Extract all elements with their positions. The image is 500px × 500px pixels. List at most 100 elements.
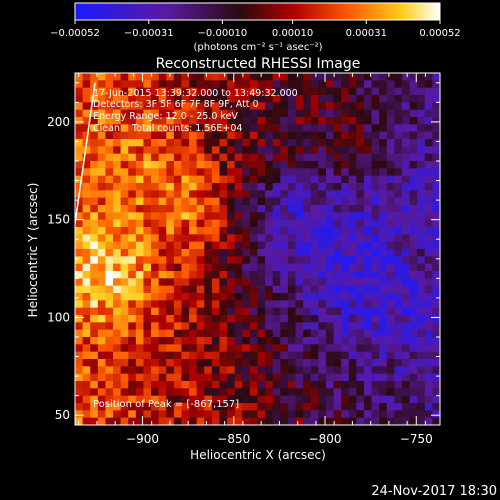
heatmap-cell	[280, 263, 289, 272]
heatmap-cell	[295, 73, 304, 81]
heatmap-cell	[158, 351, 167, 360]
heatmap-cell	[151, 117, 160, 125]
heatmap-cell	[371, 219, 380, 228]
heatmap-cell	[166, 146, 175, 155]
heatmap-cell	[379, 139, 388, 147]
heatmap-cell	[75, 285, 84, 294]
heatmap-cell	[135, 102, 145, 111]
heatmap-cell	[265, 139, 274, 147]
heatmap-cell	[325, 263, 335, 272]
heatmap-cell	[211, 197, 221, 206]
heatmap-cell	[310, 227, 319, 235]
heatmap-cell	[97, 351, 107, 360]
heatmap-cell	[409, 80, 418, 89]
heatmap-cell	[151, 263, 160, 272]
heatmap-cell	[363, 219, 373, 228]
heatmap-cell	[120, 87, 129, 96]
heatmap-cell	[303, 227, 312, 235]
heatmap-cell	[401, 161, 411, 169]
heatmap-cell	[341, 190, 350, 199]
heatmap-cell	[113, 234, 122, 243]
heatmap-cell	[432, 359, 440, 367]
heatmap-cell	[151, 285, 160, 294]
heatmap-cell	[135, 139, 145, 147]
heatmap-cell	[401, 153, 411, 162]
heatmap-cell	[310, 212, 319, 221]
heatmap-cell	[196, 285, 205, 294]
heatmap-cell	[75, 300, 84, 309]
heatmap-cell	[265, 87, 274, 96]
heatmap-cell	[371, 102, 380, 111]
heatmap-cell	[333, 175, 342, 184]
heatmap-cell	[363, 307, 373, 316]
heatmap-cell	[348, 102, 357, 111]
heatmap-cell	[295, 337, 304, 345]
heatmap-cell	[371, 124, 380, 133]
heatmap-cell	[249, 87, 259, 96]
heatmap-cell	[128, 410, 137, 419]
heatmap-cell	[363, 175, 373, 184]
heatmap-cell	[227, 403, 236, 411]
heatmap-cell	[211, 212, 221, 221]
heatmap-cell	[341, 417, 350, 425]
heatmap-cell	[181, 359, 190, 367]
heatmap-cell	[348, 131, 357, 140]
heatmap-cell	[113, 102, 122, 111]
heatmap-cell	[227, 359, 236, 367]
heatmap-cell	[158, 161, 167, 169]
heatmap-cell	[272, 395, 281, 404]
heatmap-cell	[242, 337, 251, 345]
heatmap-cell	[394, 197, 403, 206]
heatmap-cell	[196, 293, 205, 301]
heatmap-cell	[211, 87, 221, 96]
heatmap-cell	[181, 322, 190, 331]
heatmap-cell	[325, 351, 335, 360]
heatmap-cell	[196, 183, 205, 191]
heatmap-cell	[310, 168, 319, 177]
heatmap-cell	[97, 271, 107, 279]
heatmap-cell	[189, 219, 198, 228]
heatmap-cell	[310, 241, 319, 250]
heatmap-cell	[151, 212, 160, 221]
heatmap-cell	[303, 131, 312, 140]
heatmap-cell	[333, 212, 342, 221]
heatmap-cell	[363, 263, 373, 272]
heatmap-cell	[417, 366, 426, 375]
heatmap-cell	[386, 373, 395, 382]
heatmap-cell	[219, 403, 228, 411]
heatmap-cell	[379, 388, 388, 397]
heatmap-cell	[189, 197, 198, 206]
heatmap-cell	[325, 197, 335, 206]
heatmap-cell	[97, 395, 107, 404]
heatmap-cell	[386, 344, 395, 353]
heatmap-cell	[97, 344, 107, 353]
heatmap-cell	[249, 351, 259, 360]
heatmap-cell	[379, 80, 388, 89]
heatmap-cell	[227, 146, 236, 155]
heatmap-cell	[287, 300, 297, 309]
heatmap-cell	[211, 315, 221, 323]
heatmap-cell	[363, 73, 373, 81]
heatmap-cell	[113, 337, 122, 345]
heatmap-cell	[242, 234, 251, 243]
heatmap-cell	[211, 117, 221, 125]
heatmap-cell	[417, 403, 426, 411]
heatmap-cell	[363, 256, 373, 265]
heatmap-cell	[105, 344, 114, 353]
heatmap-cell	[356, 241, 365, 250]
heatmap-cell	[173, 337, 183, 345]
heatmap-cell	[265, 271, 274, 279]
heatmap-cell	[409, 366, 418, 375]
heatmap-cell	[401, 256, 411, 265]
heatmap-cell	[348, 256, 357, 265]
heatmap-cell	[120, 131, 129, 140]
heatmap-cell	[211, 410, 221, 419]
heatmap-cell	[303, 146, 312, 155]
heatmap-cell	[158, 256, 167, 265]
heatmap-cell	[409, 271, 418, 279]
heatmap-cell	[348, 161, 357, 169]
heatmap-cell	[234, 227, 243, 235]
heatmap-cell	[113, 388, 122, 397]
heatmap-cell	[287, 117, 297, 125]
heatmap-cell	[158, 293, 167, 301]
